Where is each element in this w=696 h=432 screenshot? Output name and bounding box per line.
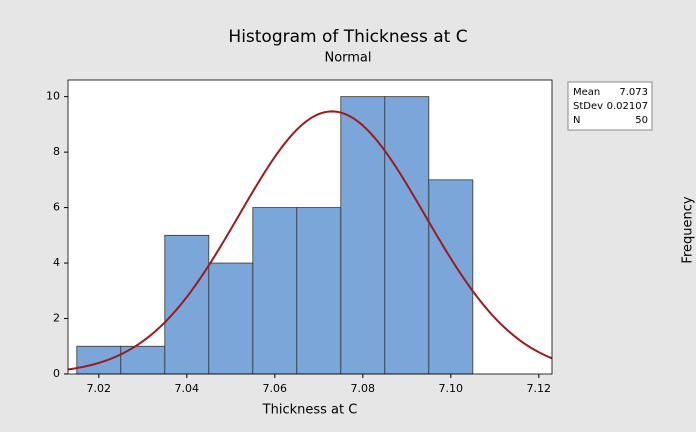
- y-tick-label: 10: [46, 90, 60, 103]
- bar: [296, 207, 342, 375]
- x-axis-label: Thickness at C: [262, 403, 358, 418]
- stats-label: StDev: [573, 101, 603, 112]
- stats-value: 50: [635, 115, 648, 126]
- x-tick-label: 7.02: [87, 382, 112, 395]
- stats-label: N: [573, 115, 580, 126]
- bar: [164, 234, 210, 375]
- x-tick-label: 7.12: [527, 382, 552, 395]
- stats-label: Mean: [573, 87, 600, 98]
- x-tick-label: 7.04: [175, 382, 200, 395]
- plot-frame: [67, 79, 553, 375]
- bar: [384, 96, 430, 375]
- stats-value: 0.02107: [607, 101, 648, 112]
- chart-subtitle: Normal: [324, 51, 371, 66]
- stats-box: [567, 81, 653, 131]
- normal-curve: [67, 110, 553, 371]
- x-tick-label: 7.10: [439, 382, 464, 395]
- bar: [340, 96, 386, 375]
- stats-value: 7.073: [619, 87, 648, 98]
- y-tick-label: 4: [53, 256, 60, 269]
- bar: [208, 262, 254, 375]
- bar: [76, 345, 122, 375]
- bar: [252, 207, 298, 375]
- chart-title: Histogram of Thickness at C: [228, 27, 467, 47]
- y-tick-label: 6: [53, 201, 60, 214]
- y-tick-label: 2: [53, 312, 60, 325]
- y-axis-label: Frequency: [681, 196, 696, 263]
- y-tick-label: 8: [53, 145, 60, 158]
- bar: [428, 179, 474, 375]
- bar: [120, 345, 166, 375]
- x-tick-label: 7.08: [351, 382, 376, 395]
- x-tick-label: 7.06: [263, 382, 288, 395]
- y-tick-label: 0: [53, 367, 60, 380]
